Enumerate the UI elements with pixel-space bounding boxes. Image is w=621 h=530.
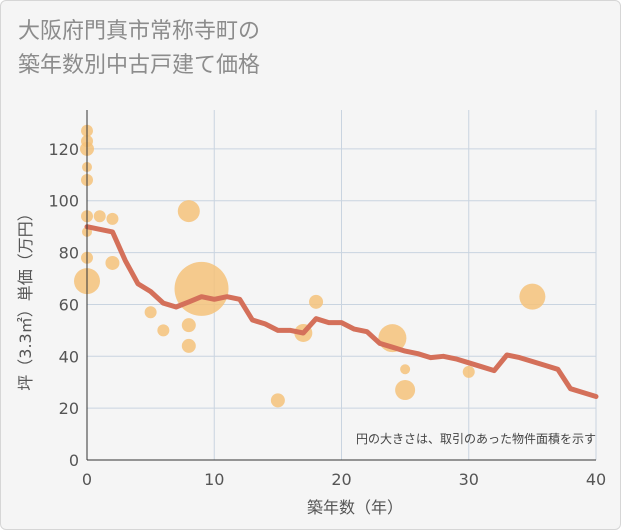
bubble-point: [462, 365, 475, 378]
tick-labels: 0 20 40 60 80 100 120 0 10 20 30 40: [48, 140, 606, 489]
trend-line-series: [84, 224, 599, 399]
axes: [86, 110, 596, 461]
y-tick-label: 100: [48, 192, 79, 211]
title-line-1: 大阪府門真市常称寺町の: [18, 19, 261, 44]
bubble-point: [144, 306, 157, 319]
bubble-point: [181, 338, 196, 353]
y-tick-label: 120: [48, 140, 79, 159]
x-tick-label: 30: [459, 470, 479, 489]
chart-title: 大阪府門真市常称寺町の 築年数別中古戸建て価格: [18, 15, 260, 83]
y-tick-label: 80: [59, 244, 79, 263]
trend-line: [84, 224, 599, 399]
bubble-point: [105, 255, 120, 270]
x-tick-label: 10: [204, 470, 224, 489]
x-tick-label: 40: [586, 470, 606, 489]
bubble-point: [519, 283, 546, 310]
bubble-point: [174, 261, 229, 316]
bubble-point: [177, 200, 200, 223]
x-axis-title: 築年数（年）: [307, 498, 403, 517]
y-axis-title: 坪（3.3㎡）単価（万円）: [16, 205, 35, 390]
bubble-point: [93, 210, 106, 223]
y-tick-label: 40: [59, 347, 79, 366]
y-tick-label: 60: [59, 295, 79, 314]
bubble-point: [270, 393, 285, 408]
title-line-2: 築年数別中古戸建て価格: [18, 53, 261, 78]
bubble-series: [74, 124, 546, 408]
y-tick-label: 0: [69, 451, 79, 470]
bubble-point: [400, 364, 411, 375]
bubble-point: [309, 294, 324, 309]
gridlines: [87, 110, 597, 460]
bubble-point: [395, 380, 416, 400]
x-tick-label: 20: [331, 470, 351, 489]
x-tick-label: 0: [82, 470, 92, 489]
bubble-point: [181, 318, 196, 333]
y-tick-label: 20: [59, 399, 79, 418]
size-legend-note: 円の大きさは、取引のあった物件面積を示す: [356, 431, 596, 446]
bubble-point: [157, 324, 170, 337]
bubble-point: [106, 212, 119, 225]
